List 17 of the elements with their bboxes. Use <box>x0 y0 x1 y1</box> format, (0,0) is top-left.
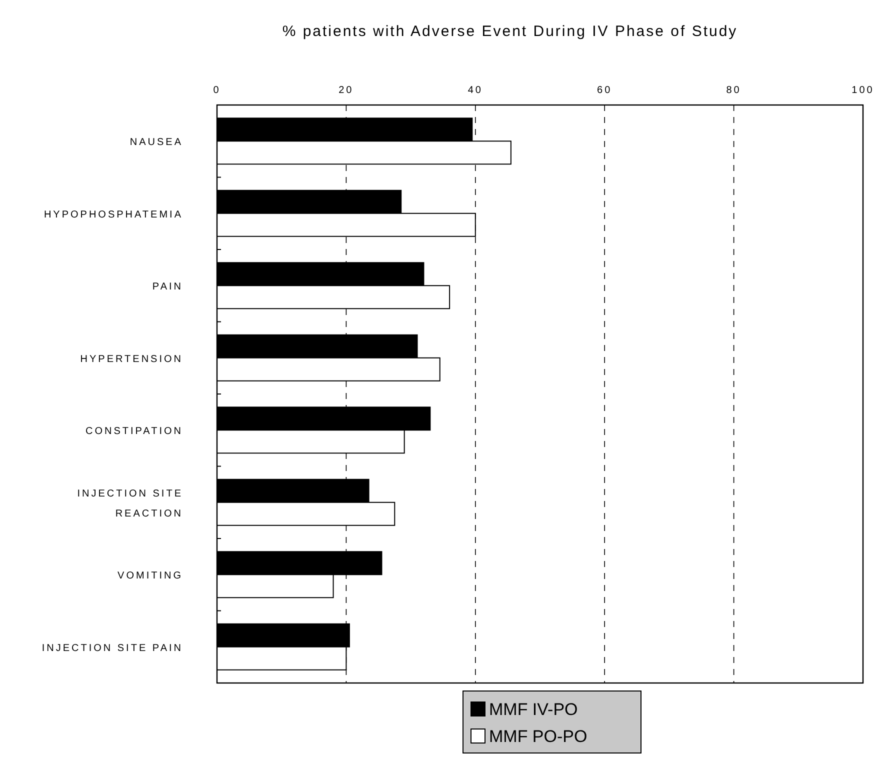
legend-label: MMF PO-PO <box>489 727 588 746</box>
y-tick-label: VOMITING <box>118 570 183 582</box>
legend-label: MMF IV-PO <box>489 700 578 719</box>
y-tick-label: INJECTION SITE PAIN <box>42 642 183 654</box>
y-tick-label: NAUSEA <box>130 137 183 148</box>
x-tick-label: 100 <box>852 85 874 96</box>
y-tick-label: PAIN <box>152 282 183 293</box>
y-tick-label: INJECTION SITE REACTION <box>77 488 183 520</box>
x-tick-label: 80 <box>726 85 742 96</box>
chart-title: % patients with Adverse Event During IV Phase of Study <box>282 23 738 40</box>
x-tick-label: 0 <box>213 85 221 96</box>
x-tick-label: 40 <box>468 85 483 96</box>
y-tick-label: HYPOPHOSPHATEMIA <box>44 209 183 220</box>
y-tick-label: CONSTIPATION <box>85 426 183 438</box>
x-tick-label: 20 <box>338 85 354 96</box>
x-tick-label: 60 <box>597 85 612 96</box>
y-tick-label: HYPERTENSION <box>80 354 183 365</box>
